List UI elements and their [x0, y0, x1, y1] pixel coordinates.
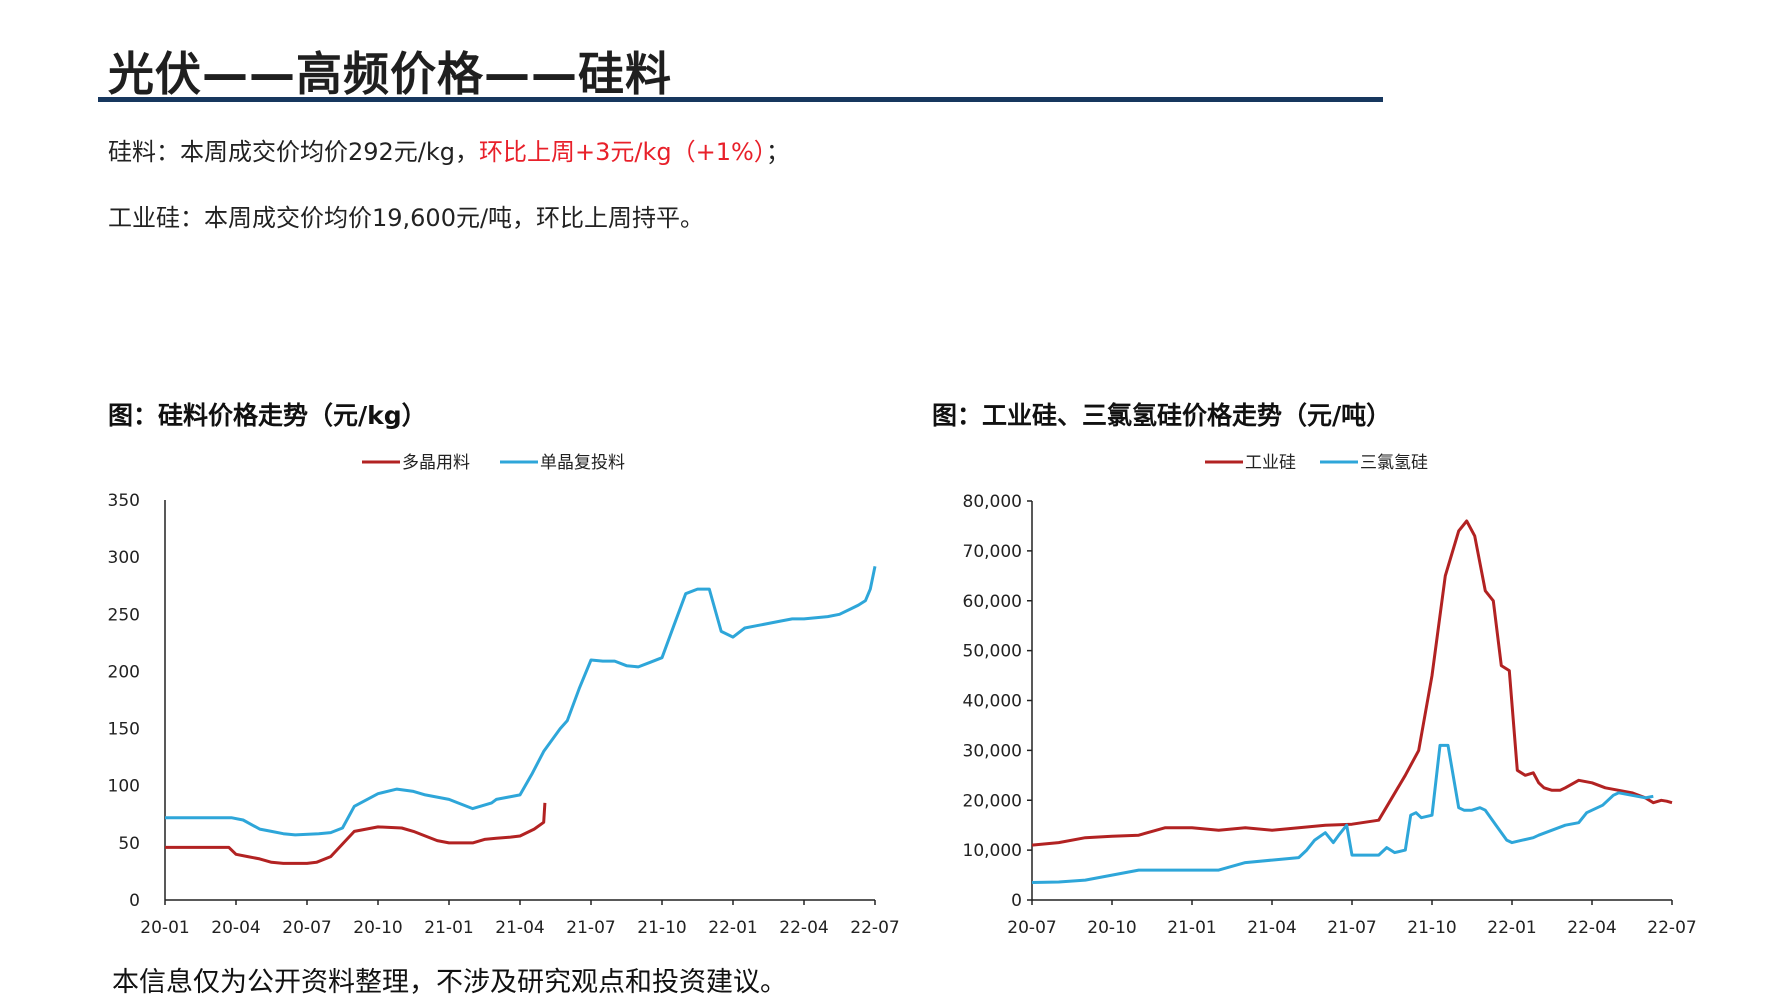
- legend-label: 多晶用料: [402, 453, 470, 473]
- y-tick-label: 0: [1011, 891, 1022, 911]
- x-tick-label: 21-01: [1167, 918, 1216, 938]
- y-tick-label: 70,000: [963, 542, 1022, 562]
- legend-label: 单晶复投料: [540, 453, 625, 473]
- disclaimer: 本信息仅为公开资料整理，不涉及研究观点和投资建议。: [112, 967, 787, 998]
- legend-label: 工业硅: [1245, 453, 1296, 473]
- x-tick-label: 21-04: [1247, 918, 1296, 938]
- y-tick-label: 200: [108, 662, 140, 682]
- x-tick-label: 21-01: [424, 918, 473, 938]
- x-tick-label: 22-07: [1647, 918, 1696, 938]
- chart-title-industrial-silicon: 图：工业硅、三氯氢硅价格走势（元/吨）: [932, 401, 1392, 430]
- y-tick-label: 150: [108, 720, 140, 740]
- y-tick-label: 100: [108, 777, 140, 797]
- industrial-silicon-price-chart: 0 10,000 20,000 30,000 40,000 50,000 60,000 70,…: [963, 453, 1697, 938]
- title-underline: [98, 97, 1383, 102]
- series-line-red: [1031, 519, 1673, 847]
- x-tick-label: 21-07: [566, 918, 615, 938]
- x-tick-label: 20-10: [353, 918, 402, 938]
- x-tick-label: 20-07: [1007, 918, 1056, 938]
- y-tick-label: 30,000: [963, 741, 1022, 761]
- page-title: 光伏——高频价格——硅料: [108, 47, 672, 101]
- series-line-blue: [1031, 743, 1654, 884]
- y-tick-label: 50: [118, 834, 140, 854]
- legend-label: 三氯氢硅: [1360, 453, 1428, 473]
- polysilicon-summary: 硅料：本周成交价均价292元/kg，环比上周+3元/kg（+1%）；: [108, 132, 790, 167]
- x-tick-label: 20-04: [211, 918, 260, 938]
- x-tick-label: 22-04: [1567, 918, 1616, 938]
- y-tick-label: 10,000: [963, 841, 1022, 861]
- x-tick-label: 20-07: [282, 918, 331, 938]
- x-tick-label: 21-10: [1407, 918, 1456, 938]
- y-tick-label: 20,000: [963, 791, 1022, 811]
- y-tick-label: 50,000: [963, 642, 1022, 662]
- y-tick-label: 350: [108, 491, 140, 511]
- x-tick-label: 22-04: [779, 918, 828, 938]
- y-tick-label: 250: [108, 605, 140, 625]
- y-tick-label: 40,000: [963, 692, 1022, 712]
- polysilicon-summary-change: 环比上周+3元/kg（+1%）: [479, 138, 766, 166]
- polysilicon-summary-prefix: 硅料：本周成交价均价292元/kg，: [108, 138, 480, 166]
- x-tick-label: 22-07: [850, 918, 899, 938]
- x-tick-label: 20-01: [140, 918, 189, 938]
- series-line-red: [165, 802, 547, 865]
- x-tick-label: 21-04: [495, 918, 544, 938]
- y-tick-label: 60,000: [963, 592, 1022, 612]
- x-tick-label: 20-10: [1087, 918, 1136, 938]
- polysilicon-price-chart: 0 50 100 150 200 250 300 350 20-01 20-04 20-07 20-1…: [108, 453, 900, 938]
- industrial-silicon-summary: 工业硅：本周成交价均价19,600元/吨，环比上周持平。: [108, 204, 705, 232]
- x-tick-label: 21-07: [1327, 918, 1376, 938]
- chart-title-polysilicon: 图：硅料价格走势（元/kg）: [108, 401, 427, 430]
- y-tick-label: 80,000: [963, 492, 1022, 512]
- y-tick-label: 300: [108, 548, 140, 568]
- x-tick-label: 22-01: [708, 918, 757, 938]
- x-tick-label: 21-10: [637, 918, 686, 938]
- polysilicon-summary-suffix: ；: [765, 138, 790, 166]
- series-line-blue: [165, 565, 877, 837]
- x-tick-label: 22-01: [1487, 918, 1536, 938]
- y-tick-label: 0: [129, 891, 140, 911]
